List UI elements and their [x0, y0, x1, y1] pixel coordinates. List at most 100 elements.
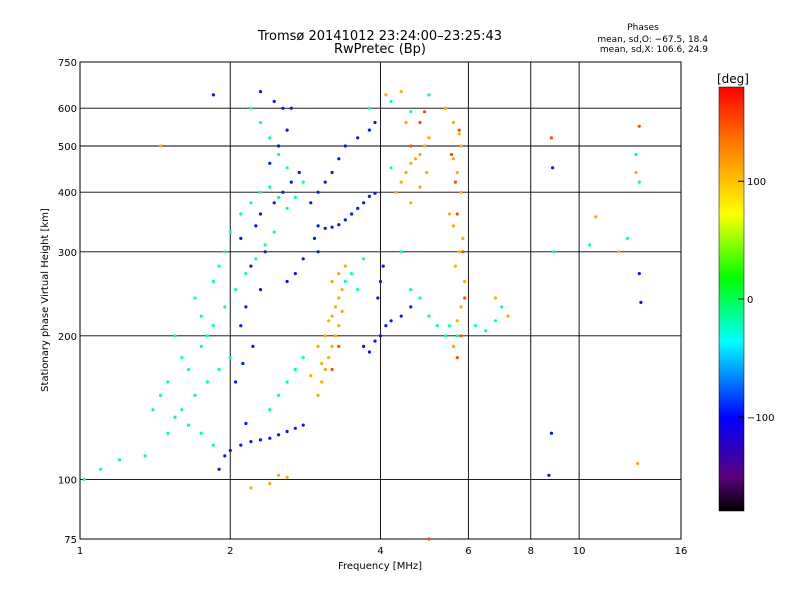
- data-point: [637, 180, 641, 184]
- data-point: [249, 264, 253, 268]
- data-point: [455, 212, 459, 216]
- chart-subtitle: RwPretec (Bp): [334, 42, 426, 57]
- data-point: [327, 356, 331, 360]
- data-point: [422, 110, 427, 114]
- data-point: [241, 361, 245, 366]
- data-point: [552, 250, 556, 254]
- data-point: [316, 250, 320, 254]
- data-point: [228, 448, 232, 453]
- data-point: [493, 296, 498, 300]
- x-axis-label: Frequency [MHz]: [338, 561, 422, 572]
- data-point: [289, 106, 293, 110]
- data-point: [193, 296, 197, 300]
- data-point: [223, 250, 227, 254]
- data-point: [268, 161, 272, 165]
- data-point: [285, 279, 289, 284]
- data-point: [473, 324, 478, 328]
- data-point: [312, 236, 317, 240]
- data-point: [506, 314, 510, 318]
- data-point: [435, 324, 439, 328]
- data-point: [254, 224, 258, 228]
- data-point: [343, 264, 347, 268]
- data-point: [173, 334, 177, 338]
- data-point: [180, 408, 184, 412]
- data-point: [378, 279, 383, 284]
- colorbar-tick-label: −100: [747, 413, 774, 424]
- data-point: [244, 421, 248, 426]
- data-point: [457, 132, 461, 136]
- x-tick-label: 8: [528, 546, 534, 557]
- data-point: [399, 180, 403, 184]
- data-point: [268, 436, 272, 440]
- data-point: [453, 180, 457, 184]
- data-point: [451, 224, 455, 228]
- phases-legend: Phases mean, sd,O: −67.5, 18.4 mean, sd,…: [597, 23, 708, 55]
- data-point: [409, 201, 413, 205]
- data-point: [249, 440, 253, 444]
- colorbar-tick-label: 100: [747, 177, 766, 188]
- data-point: [330, 170, 334, 175]
- data-point: [297, 170, 301, 175]
- data-point: [394, 190, 398, 194]
- data-point: [228, 356, 232, 360]
- x-tick-label: 10: [573, 546, 586, 557]
- data-point: [399, 314, 403, 318]
- data-point: [330, 314, 334, 318]
- data-point: [258, 438, 263, 442]
- data-point: [337, 157, 341, 161]
- data-point: [455, 356, 459, 360]
- data-point: [625, 236, 630, 240]
- data-point: [373, 191, 377, 195]
- data-point: [588, 243, 592, 247]
- data-point: [500, 305, 504, 309]
- data-point: [180, 356, 184, 360]
- data-point: [268, 136, 272, 140]
- data-point: [384, 324, 388, 328]
- data-point: [263, 243, 267, 247]
- data-point: [427, 314, 431, 318]
- data-point: [244, 305, 248, 309]
- data-point: [451, 157, 455, 161]
- data-point: [343, 279, 347, 284]
- data-point: [350, 212, 354, 216]
- data-point: [461, 236, 465, 240]
- data-point: [234, 288, 238, 292]
- data-point: [413, 157, 418, 161]
- data-point: [254, 257, 258, 261]
- data-point: [409, 144, 413, 148]
- data-point: [211, 93, 215, 97]
- data-point: [451, 120, 455, 125]
- data-point: [404, 170, 408, 175]
- data-point: [316, 393, 320, 397]
- data-point: [323, 334, 327, 338]
- data-point: [343, 218, 347, 222]
- data-point: [636, 461, 640, 466]
- data-point: [289, 180, 293, 184]
- x-tick-label: 2: [227, 546, 233, 557]
- data-point: [223, 305, 227, 309]
- data-point: [217, 467, 221, 471]
- data-point: [309, 201, 313, 205]
- data-point: [367, 194, 371, 198]
- data-point: [409, 161, 413, 165]
- data-point: [234, 380, 238, 384]
- data-point: [199, 431, 203, 435]
- data-point: [459, 305, 463, 309]
- data-point: [373, 339, 377, 343]
- data-point: [272, 99, 276, 103]
- data-point: [337, 272, 341, 276]
- data-point: [293, 426, 297, 430]
- data-point: [422, 144, 427, 148]
- data-point: [258, 90, 263, 94]
- data-point: [301, 180, 305, 184]
- data-points: [82, 90, 643, 541]
- data-point: [301, 356, 305, 360]
- data-point: [217, 367, 221, 372]
- phases-legend-x: mean, sd,X: 106.6, 24.9: [600, 45, 708, 55]
- data-point: [293, 195, 297, 200]
- data-point: [293, 367, 297, 372]
- data-point: [173, 415, 177, 419]
- data-point: [333, 305, 338, 309]
- data-point: [277, 195, 281, 200]
- data-point: [251, 344, 255, 348]
